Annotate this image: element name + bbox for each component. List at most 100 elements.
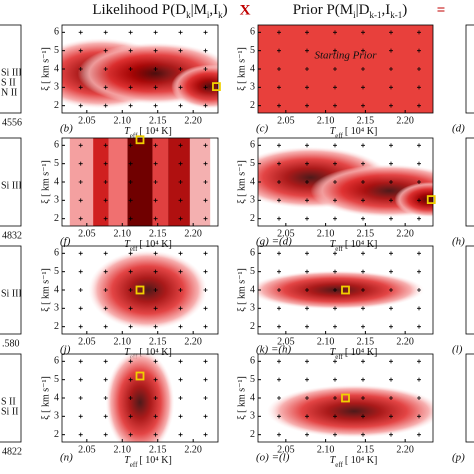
grid-cross bbox=[153, 216, 158, 221]
grid-cross bbox=[153, 324, 158, 329]
x-label-main: T bbox=[330, 239, 337, 250]
grid-cross bbox=[78, 414, 83, 419]
grid-cross bbox=[78, 396, 83, 400]
grid-cross bbox=[153, 161, 158, 166]
prior-fill bbox=[258, 25, 433, 113]
grid-cross bbox=[178, 143, 183, 148]
grid-cross bbox=[389, 103, 393, 108]
grid-cross bbox=[128, 67, 133, 71]
x-tick-label: 2.20 bbox=[396, 228, 414, 239]
grid-cross bbox=[128, 48, 133, 53]
grid-cross bbox=[203, 396, 208, 400]
grid-cross bbox=[178, 198, 183, 203]
band bbox=[152, 138, 169, 226]
grid-cross bbox=[277, 396, 281, 400]
x-tick-label: 2.20 bbox=[184, 228, 202, 239]
grid-cross bbox=[103, 143, 108, 148]
x-tick-label: 2.15 bbox=[149, 228, 167, 239]
grid-cross bbox=[389, 269, 393, 274]
grid-cross bbox=[103, 288, 108, 292]
best-fit-marker bbox=[426, 195, 436, 205]
grid-cross bbox=[417, 103, 421, 108]
grid-cross bbox=[277, 143, 281, 148]
grid-cross bbox=[277, 324, 281, 329]
grid-cross bbox=[128, 377, 133, 382]
grid-cross bbox=[417, 180, 421, 184]
grid-cross bbox=[153, 143, 158, 148]
panel-label: (d) bbox=[452, 123, 465, 135]
x-tick-label: 2.20 bbox=[184, 336, 202, 347]
grid-cross bbox=[203, 161, 208, 166]
grid-cross bbox=[305, 216, 309, 221]
grid-cross bbox=[305, 396, 309, 400]
y-tick-label: 6 bbox=[54, 356, 59, 367]
y-axis-label: ξ [ km s⁻¹] bbox=[40, 268, 51, 312]
grid-cross bbox=[417, 216, 421, 221]
grid-cross bbox=[203, 432, 208, 437]
grid-cross bbox=[305, 414, 309, 419]
grid-cross bbox=[333, 306, 337, 311]
grid-cross bbox=[389, 251, 393, 256]
grid-cross bbox=[333, 432, 337, 437]
grid-cross bbox=[417, 324, 421, 329]
grid-cross bbox=[153, 359, 158, 364]
blob bbox=[88, 250, 208, 330]
header-part: k bbox=[218, 10, 223, 20]
x-tick-label: 2.10 bbox=[114, 336, 132, 347]
grid-cross bbox=[178, 67, 183, 71]
fragment-text: 4556 bbox=[2, 117, 22, 128]
grid-cross bbox=[389, 359, 393, 364]
grid-cross bbox=[277, 377, 281, 382]
grid-cross bbox=[333, 143, 337, 148]
x-tick-label: 2.10 bbox=[317, 228, 335, 239]
x-tick-label: 2.05 bbox=[78, 336, 96, 347]
x-tick-label: 2.15 bbox=[149, 336, 167, 347]
x-label-sub: eff bbox=[130, 461, 138, 469]
grid-cross bbox=[417, 432, 421, 437]
grid-cross bbox=[153, 30, 158, 35]
grid-cross bbox=[78, 103, 83, 108]
heatmap bbox=[88, 250, 208, 330]
grid-cross bbox=[178, 85, 183, 90]
y-tick-label: 6 bbox=[54, 248, 59, 259]
x-tick-label: 2.10 bbox=[317, 115, 335, 126]
grid-cross bbox=[203, 306, 208, 311]
fragment-text: Si III bbox=[1, 181, 22, 192]
y-tick-label: 2 bbox=[250, 213, 255, 224]
x-label-sub: eff bbox=[335, 353, 343, 361]
y-tick-label: 3 bbox=[250, 82, 255, 93]
x-label-main: T bbox=[330, 455, 337, 466]
y-tick-label: 4 bbox=[54, 392, 59, 403]
x-label-unit: [ 10⁴ K] bbox=[139, 239, 171, 250]
grid-cross bbox=[178, 396, 183, 400]
grid-cross bbox=[389, 161, 393, 166]
grid-cross bbox=[277, 359, 281, 364]
panel: 2 3 4 5 6 2.05 2.10 2.15 2.20 Teff[ 10⁴ K] ξ [ km … bbox=[40, 353, 219, 469]
grid-cross bbox=[333, 198, 337, 203]
y-tick-label: 6 bbox=[250, 248, 255, 259]
grid-cross bbox=[277, 414, 281, 419]
grid-cross bbox=[178, 377, 183, 382]
grid-cross bbox=[128, 251, 133, 256]
grid-cross bbox=[417, 143, 421, 148]
x-tick-label: 2.05 bbox=[277, 444, 295, 455]
fragment-frame bbox=[465, 245, 474, 335]
x-axis-label: Teff[ 10⁴ K] bbox=[330, 239, 378, 252]
grid-cross bbox=[178, 306, 183, 311]
grid-cross bbox=[203, 359, 208, 364]
header-part: i bbox=[207, 10, 210, 20]
grid-cross bbox=[178, 180, 183, 184]
fragment-text: 4822 bbox=[2, 446, 22, 457]
y-tick-label: 2 bbox=[250, 429, 255, 440]
header-part: k bbox=[186, 10, 191, 20]
y-tick-label: 4 bbox=[250, 63, 255, 74]
fragment-text: N II bbox=[1, 88, 17, 99]
grid-cross bbox=[78, 432, 83, 437]
best-fit-marker bbox=[135, 371, 145, 381]
x-label-unit: [ 10⁴ K] bbox=[345, 239, 377, 250]
grid-cross bbox=[277, 269, 281, 274]
grid-cross bbox=[153, 85, 158, 90]
grid-cross bbox=[103, 432, 108, 437]
grid-cross bbox=[305, 103, 309, 108]
grid-cross bbox=[417, 306, 421, 311]
